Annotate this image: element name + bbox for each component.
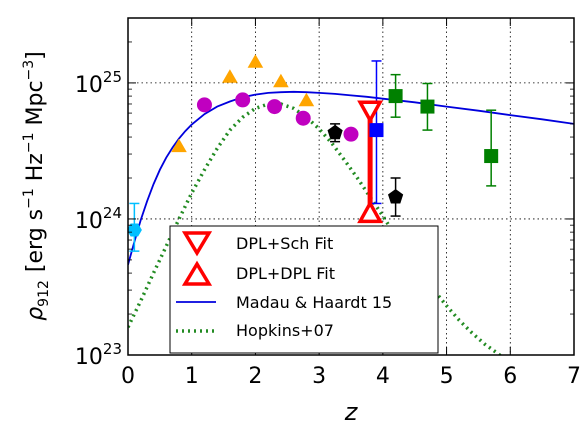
pentagon-marker <box>388 189 404 204</box>
x-tick-label: 2 <box>248 364 262 389</box>
y-label-sup2: −1 <box>21 133 37 154</box>
y-label-rho: ρ <box>23 307 48 321</box>
x-tick-label: 4 <box>376 364 390 389</box>
hopkins-curve <box>128 102 503 355</box>
y-label-sup3: −3 <box>21 60 37 81</box>
y-label-units-close: ] <box>23 51 48 60</box>
legend-box <box>169 225 439 354</box>
y-label-units-mid2: Mpc <box>23 80 48 132</box>
y-axis-label: ρ912[erg s−1 Hz−1 Mpc−3] <box>21 51 52 321</box>
y-tick-label: 1025 <box>75 68 122 98</box>
hexagon-marker <box>128 223 142 237</box>
y-label-sup1: −1 <box>21 188 37 209</box>
legend-label-hopkins: Hopkins+07 <box>236 321 334 340</box>
square-marker <box>420 99 435 114</box>
legend: DPL+Sch Fit DPL+DPL Fit Madau & Haardt 1… <box>169 225 439 354</box>
madau-haardt-curve <box>128 90 574 266</box>
circle-marker <box>267 99 283 115</box>
circle-marker <box>196 97 212 113</box>
x-tick-labels: 0 1 2 3 4 5 6 7 <box>121 364 581 389</box>
x-tick-label: 5 <box>440 364 454 389</box>
legend-label-dpl-dpl: DPL+DPL Fit <box>236 264 335 283</box>
dpl-sch-fit-marker <box>357 100 384 124</box>
triangle-marker <box>273 73 289 88</box>
legend-label-dpl-sch: DPL+Sch Fit <box>236 234 333 253</box>
y-tick-label: 1024 <box>75 204 122 234</box>
square-marker <box>484 149 499 164</box>
pentagon-marker <box>327 124 343 140</box>
axis-ticks <box>127 18 575 356</box>
circle-marker <box>235 92 251 108</box>
y-tick-label: 1023 <box>75 340 122 370</box>
x-tick-label: 7 <box>567 364 581 389</box>
triangle-marker <box>171 138 187 153</box>
curves <box>128 90 574 355</box>
legend-label-madau: Madau & Haardt 15 <box>236 293 392 312</box>
x-tick-label: 3 <box>312 364 326 389</box>
dpl-dpl-fit-marker <box>357 199 384 224</box>
triangle-marker <box>247 54 264 68</box>
y-label-sub: 912 <box>36 280 52 307</box>
y-label-units-open: [erg s <box>23 209 48 272</box>
x-tick-label: 1 <box>185 364 199 389</box>
y-label-units-mid1: Hz <box>23 153 48 188</box>
x-axis-label: z <box>344 398 359 426</box>
square-marker <box>388 89 403 104</box>
y-tick-labels: 1023 1024 1025 <box>75 68 122 370</box>
x-tick-label: 6 <box>503 364 517 389</box>
triangle-marker <box>298 92 315 107</box>
circle-marker <box>343 126 359 142</box>
plot-frame <box>127 17 575 356</box>
legend-marker-dpl-dpl <box>181 260 213 286</box>
x-tick-label: 0 <box>121 364 135 389</box>
legend-marker-dpl-sch <box>181 231 213 257</box>
triangle-marker <box>222 69 238 83</box>
circle-marker <box>295 110 311 126</box>
square-marker <box>369 123 384 138</box>
data-points <box>128 54 499 252</box>
